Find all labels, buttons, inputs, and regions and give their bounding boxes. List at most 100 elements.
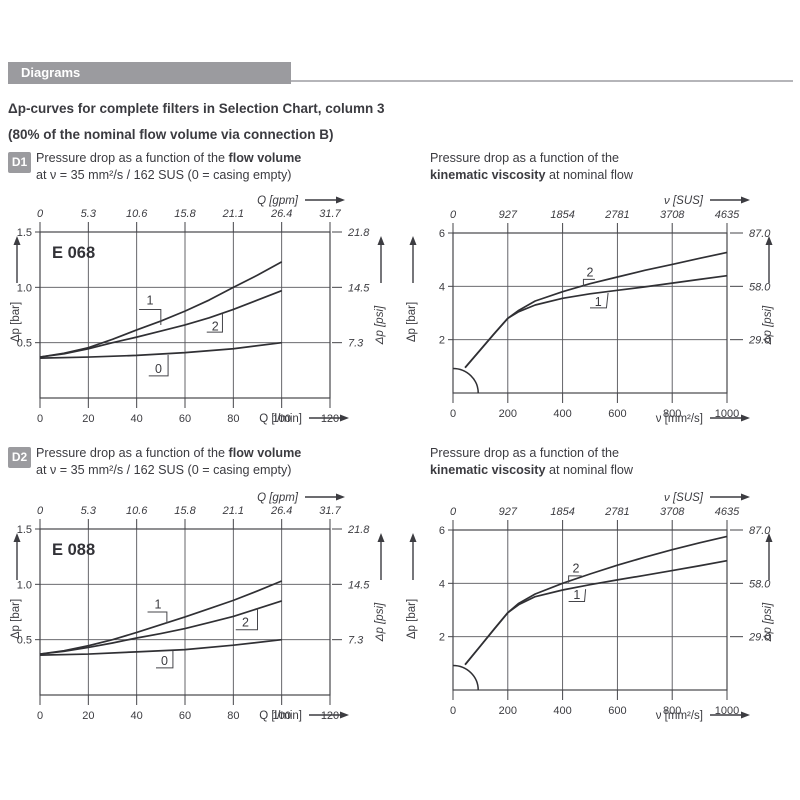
svg-text:20: 20 <box>82 413 94 425</box>
svg-text:15.8: 15.8 <box>174 505 196 517</box>
svg-text:E 068: E 068 <box>52 244 95 262</box>
svg-text:58.0: 58.0 <box>749 578 771 590</box>
svg-text:600: 600 <box>608 408 626 420</box>
svg-text:400: 400 <box>553 705 571 717</box>
svg-text:40: 40 <box>131 413 143 425</box>
section-header-rule <box>291 80 793 82</box>
svg-text:4635: 4635 <box>715 506 740 518</box>
svg-text:600: 600 <box>608 705 626 717</box>
svg-text:26.4: 26.4 <box>270 208 292 220</box>
svg-text:0: 0 <box>37 413 43 425</box>
svg-text:7.3: 7.3 <box>348 338 364 350</box>
svg-text:29.0: 29.0 <box>748 335 771 347</box>
svg-text:0: 0 <box>450 209 457 221</box>
chart-d1-flow: 0 5.3 10.6 15.8 21.1 26.4 31.7 0 20 40 60 80 100 120 0… <box>0 190 400 435</box>
svg-text:14.5: 14.5 <box>348 282 370 294</box>
svg-text:1000: 1000 <box>715 705 739 717</box>
svg-text:6: 6 <box>439 525 445 537</box>
svg-text:0: 0 <box>450 506 457 518</box>
svg-text:Δp [bar]: Δp [bar] <box>10 599 22 639</box>
svg-text:1854: 1854 <box>550 506 574 518</box>
svg-text:1.0: 1.0 <box>17 282 32 294</box>
badge-d2: D2 <box>8 447 31 468</box>
curve-label-2: 2 <box>573 561 580 575</box>
chart-title-d2-flow: Pressure drop as a function of the flow … <box>36 445 396 479</box>
svg-text:5.3: 5.3 <box>81 208 97 220</box>
svg-text:1.5: 1.5 <box>17 227 32 239</box>
svg-text:87.0: 87.0 <box>749 525 771 537</box>
curve-label-0: 0 <box>161 654 168 668</box>
svg-text:2: 2 <box>439 632 445 644</box>
curve-2 <box>464 251 728 369</box>
svg-text:2: 2 <box>439 335 445 347</box>
svg-text:10.6: 10.6 <box>126 505 148 517</box>
curve-1 <box>464 559 728 666</box>
svg-text:Q [l/min]: Q [l/min] <box>259 413 302 425</box>
svg-text:200: 200 <box>499 705 517 717</box>
chart-title-d2-visc: Pressure drop as a function of the kinema… <box>430 445 790 479</box>
svg-text:3708: 3708 <box>660 209 685 221</box>
svg-text:1.0: 1.0 <box>17 579 32 591</box>
svg-text:26.4: 26.4 <box>270 505 292 517</box>
svg-text:2781: 2781 <box>604 506 629 518</box>
svg-text:Δp [psi]: Δp [psi] <box>762 305 774 345</box>
curve-0 <box>39 638 282 657</box>
svg-text:927: 927 <box>499 209 518 221</box>
svg-text:100: 100 <box>272 413 290 425</box>
svg-text:0: 0 <box>37 710 43 722</box>
svg-text:0: 0 <box>37 505 44 517</box>
title-line: Pressure drop as a function of the flow … <box>36 446 302 460</box>
svg-text:2781: 2781 <box>604 209 629 221</box>
chart-d2-flow: 0 5.3 10.6 15.8 21.1 26.4 31.7 0 20 40 60 80 100 120 0… <box>0 487 400 732</box>
svg-text:60: 60 <box>179 413 191 425</box>
title-line: at ν = 35 mm²/s / 162 SUS (0 = casing em… <box>36 463 292 477</box>
heading-line-2: (80% of the nominal flow volume via conn… <box>8 127 334 142</box>
svg-text:120: 120 <box>321 710 339 722</box>
svg-text:4: 4 <box>439 281 445 293</box>
svg-text:Δp [psi]: Δp [psi] <box>374 305 386 345</box>
svg-text:3708: 3708 <box>660 506 685 518</box>
svg-text:Q [l/min]: Q [l/min] <box>259 710 302 722</box>
curve-1 <box>39 580 282 655</box>
svg-text:20: 20 <box>82 710 94 722</box>
svg-text:0: 0 <box>450 408 456 420</box>
svg-text:4635: 4635 <box>715 209 740 221</box>
chart-svg-d1-visc: 0 927 1854 2781 3708 4635 0 200 400 600 800 1000 2 4 6… <box>406 195 774 425</box>
svg-text:80: 80 <box>227 413 239 425</box>
svg-text:31.7: 31.7 <box>319 505 341 517</box>
curve-label-2: 2 <box>212 320 219 334</box>
svg-text:0.5: 0.5 <box>17 635 32 647</box>
chart-svg-d2-visc: 0 927 1854 2781 3708 4635 0 200 400 600 800 1000 2 4 6… <box>406 492 774 722</box>
title-line: kinematic viscosity at nominal flow <box>430 463 634 477</box>
badge-d1: D1 <box>8 152 31 173</box>
svg-text:Δp [bar]: Δp [bar] <box>10 302 22 342</box>
chart-title-d1-flow: Pressure drop as a function of the flow … <box>36 150 396 184</box>
svg-text:29.0: 29.0 <box>748 632 771 644</box>
svg-text:100: 100 <box>272 710 290 722</box>
curve-2 <box>464 535 728 666</box>
title-line: Pressure drop as a function of the flow … <box>36 151 302 165</box>
chart-svg-d1-flow: 0 5.3 10.6 15.8 21.1 26.4 31.70 20 40 60 80 100 1200… <box>10 195 386 425</box>
svg-text:6: 6 <box>439 228 445 240</box>
svg-text:0: 0 <box>37 208 44 220</box>
svg-text:800: 800 <box>663 705 681 717</box>
svg-text:120: 120 <box>321 413 339 425</box>
svg-text:40: 40 <box>131 710 143 722</box>
title-line: Pressure drop as a function of the <box>430 151 620 165</box>
svg-text:15.8: 15.8 <box>174 208 196 220</box>
svg-text:Q [gpm]: Q [gpm] <box>257 195 299 207</box>
title-line: Pressure drop as a function of the <box>430 446 620 460</box>
svg-text:Δp [psi]: Δp [psi] <box>762 602 774 642</box>
curve-label-2: 2 <box>587 265 594 279</box>
svg-text:21.1: 21.1 <box>222 505 244 517</box>
heading-line-1: Δp-curves for complete filters in Select… <box>8 101 385 116</box>
svg-text:ν [SUS]: ν [SUS] <box>664 492 704 504</box>
curve-label-1: 1 <box>573 588 580 602</box>
chart-d1-visc: 0 927 1854 2781 3708 4635 0 200 400 600 800 1000 2 4 6… <box>400 190 800 435</box>
page-heading: Δp-curves for complete filters in Select… <box>8 96 385 148</box>
svg-text:21.1: 21.1 <box>222 208 244 220</box>
svg-text:Δp [psi]: Δp [psi] <box>374 602 386 642</box>
svg-text:10.6: 10.6 <box>126 208 148 220</box>
curve-1 <box>464 274 728 369</box>
svg-text:1.5: 1.5 <box>17 524 32 536</box>
